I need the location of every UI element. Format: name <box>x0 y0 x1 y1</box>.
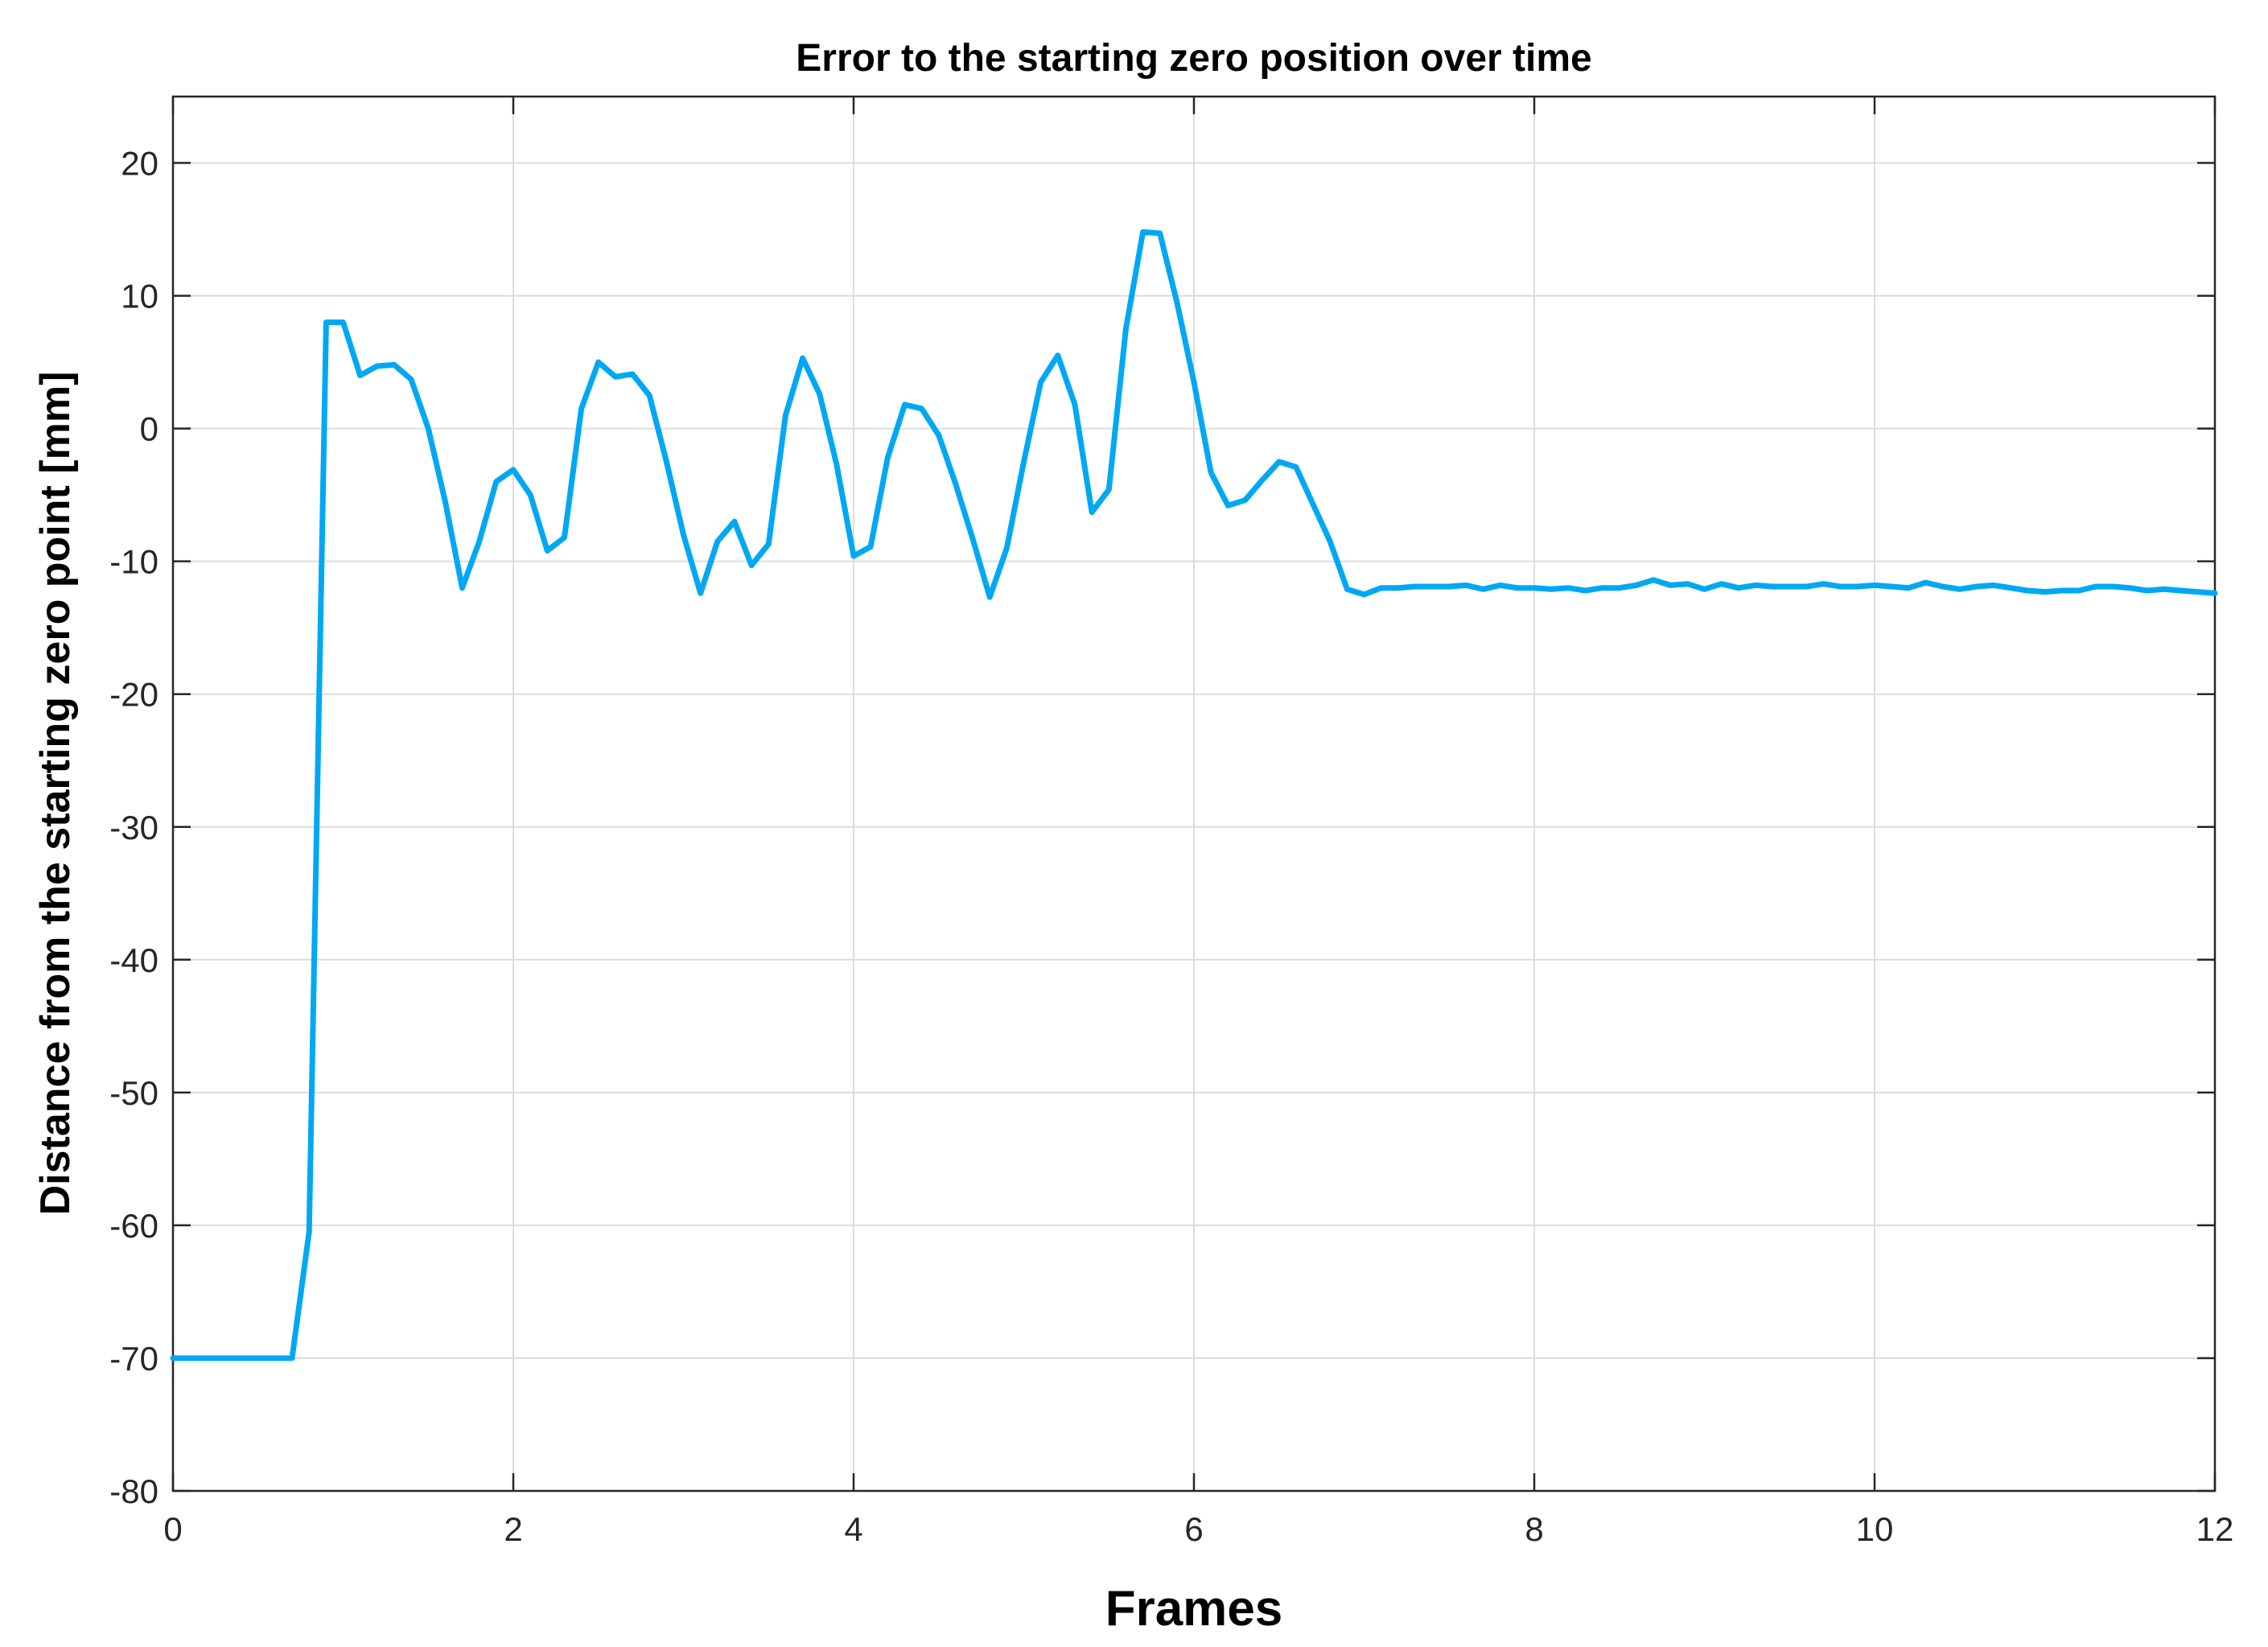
x-tick-label: 10 <box>1856 1510 1894 1548</box>
y-tick-label: -70 <box>109 1340 158 1377</box>
x-tick-label: 2 <box>504 1510 522 1548</box>
grid <box>173 97 2215 1491</box>
series <box>170 229 2218 1361</box>
y-tick-label: -50 <box>109 1074 158 1112</box>
y-tick-label: -20 <box>109 676 158 714</box>
x-axis-label: Frames <box>1105 1581 1283 1637</box>
y-axis-label: Distance from the starting zero point [m… <box>32 372 79 1216</box>
ticks <box>171 97 2217 1493</box>
y-tick-label: 20 <box>121 145 158 183</box>
x-tick-labels: 0 2 4 6 8 10 12 <box>163 1510 2233 1548</box>
x-tick-label: 12 <box>2196 1510 2234 1548</box>
y-tick-label: -60 <box>109 1207 158 1245</box>
y-tick-label: -30 <box>109 809 158 846</box>
chart-title: Error to the starting zero position over… <box>796 37 1591 80</box>
x-tick-label: 4 <box>844 1510 862 1548</box>
x-tick-label: 8 <box>1525 1510 1543 1548</box>
y-tick-label: -80 <box>109 1472 158 1510</box>
y-tick-label: -40 <box>109 941 158 979</box>
x-tick-label: 6 <box>1184 1510 1203 1548</box>
series-line <box>170 229 2218 1361</box>
x-tick-label: 0 <box>163 1510 182 1548</box>
y-tick-label: -10 <box>109 543 158 581</box>
y-tick-label: 0 <box>140 410 158 448</box>
y-tick-label: 10 <box>121 278 158 315</box>
y-tick-labels: 20 10 0 -10 -20 -30 -40 -50 -60 -70 -80 <box>109 145 158 1510</box>
